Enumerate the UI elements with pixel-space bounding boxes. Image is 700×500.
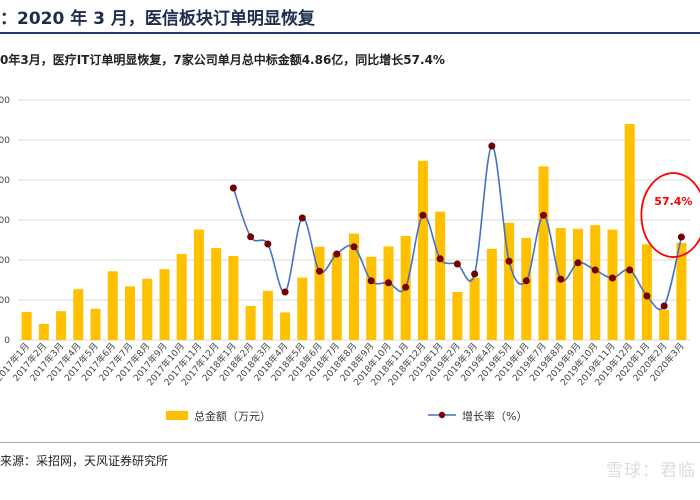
growth-point (298, 214, 306, 222)
y-tick-label: 50000 (0, 136, 10, 146)
annotation-label: 57.4% (654, 195, 692, 208)
bar (125, 286, 135, 340)
bar (469, 278, 480, 340)
bar (297, 277, 308, 340)
growth-point (316, 267, 324, 275)
growth-line (229, 142, 685, 311)
bar (383, 246, 394, 340)
bar (486, 248, 497, 340)
bar (417, 160, 428, 340)
bar (314, 246, 325, 340)
legend: 总金额（万元） 增长率（%） (166, 409, 527, 423)
bar (641, 244, 652, 340)
watermark: 雪球：君临 (606, 461, 696, 481)
bar (538, 166, 549, 340)
x-axis-ticks: 2017年1月2017年2月2017年3月2017年4月2017年5月2017年… (0, 340, 687, 388)
growth-point (557, 275, 565, 283)
bar (142, 278, 153, 340)
bar (573, 228, 583, 340)
legend-label-amount: 总金额（万元） (194, 409, 271, 423)
highlight-circle (640, 172, 700, 258)
bar (211, 248, 222, 340)
growth-point (522, 277, 530, 285)
legend-swatch-growth-marker (438, 411, 446, 419)
bar (38, 324, 49, 340)
y-tick-label: 30000 (0, 216, 10, 226)
bar (193, 229, 204, 340)
growth-point (540, 211, 548, 219)
bar (366, 256, 377, 340)
bar (521, 238, 532, 340)
bar (90, 308, 101, 340)
orders-chart: 0 10000 20000 30000 40000 50000 60000 2017年1月2… (0, 96, 700, 423)
growth-point (264, 240, 272, 248)
growth-point (333, 250, 341, 258)
amount-bars (21, 124, 687, 340)
growth-point (660, 302, 668, 310)
growth-point (626, 266, 634, 274)
legend-swatch-amount (166, 411, 188, 420)
growth-point (402, 283, 410, 291)
y-tick-label: 10000 (0, 296, 10, 306)
growth-point (677, 233, 685, 241)
bar (676, 242, 687, 340)
bar (262, 290, 273, 340)
source-note: 来源：采招网，天风证券研究所 (0, 454, 169, 468)
y-tick-label: 20000 (0, 256, 10, 266)
bar (280, 312, 291, 340)
growth-point (471, 270, 479, 278)
growth-point (643, 292, 651, 300)
growth-point (591, 266, 599, 274)
growth-point (229, 184, 237, 192)
y-tick-label: 60000 (0, 96, 10, 106)
y-axis-ticks: 0 10000 20000 30000 40000 50000 60000 (0, 96, 10, 346)
growth-point (367, 277, 375, 285)
bar (452, 292, 463, 340)
bar (159, 269, 170, 340)
legend-label-growth: 增长率（%） (462, 409, 527, 423)
bar (21, 312, 32, 340)
bar (56, 311, 67, 340)
bar (607, 229, 618, 340)
annotation-layer: 57.4% (640, 172, 700, 258)
bar (245, 306, 256, 340)
growth-point (247, 233, 255, 241)
bar (555, 228, 566, 340)
growth-point (453, 260, 461, 268)
page-title: ：2020 年 3 月，医信板块订单明显恢复 (0, 9, 315, 29)
growth-point (574, 259, 582, 267)
chart-subtitle: 0年3月，医疗IT订单明显恢复，7家公司单月总中标金额4.86亿，同比增长57.… (0, 53, 445, 67)
growth-point (436, 255, 444, 263)
growth-point (505, 257, 513, 265)
growth-point (608, 274, 616, 282)
bar (331, 253, 342, 340)
bar (73, 289, 84, 340)
bar (176, 254, 187, 340)
growth-point (384, 279, 392, 287)
growth-point (419, 211, 427, 219)
growth-point (488, 142, 496, 150)
bar (659, 310, 670, 340)
bar (107, 271, 118, 340)
title-rule (0, 32, 700, 34)
growth-point (281, 288, 289, 296)
bar (435, 211, 446, 340)
bar (590, 225, 601, 340)
bar (624, 124, 635, 340)
bar (349, 233, 359, 340)
bar (228, 256, 239, 340)
y-tick-label: 0 (4, 336, 10, 346)
growth-line-path (232, 145, 683, 311)
growth-point (350, 243, 358, 251)
source-rule (0, 442, 700, 443)
y-tick-label: 40000 (0, 176, 10, 186)
bar (504, 222, 515, 340)
